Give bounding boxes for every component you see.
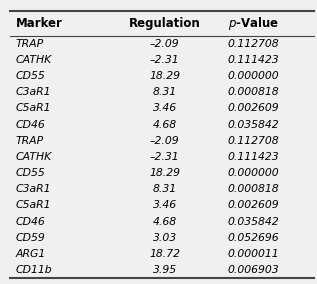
Text: TRAP: TRAP: [16, 136, 44, 146]
Text: 18.29: 18.29: [149, 71, 180, 81]
Text: –2.31: –2.31: [150, 55, 180, 65]
Text: TRAP: TRAP: [16, 39, 44, 49]
Text: 0.002609: 0.002609: [228, 103, 279, 113]
Text: 0.000818: 0.000818: [228, 87, 279, 97]
Text: CD46: CD46: [16, 120, 46, 130]
Text: 0.112708: 0.112708: [228, 136, 279, 146]
Text: 4.68: 4.68: [153, 217, 177, 227]
Text: 0.111423: 0.111423: [228, 152, 279, 162]
Text: 8.31: 8.31: [153, 87, 177, 97]
Text: 0.111423: 0.111423: [228, 55, 279, 65]
Text: CD59: CD59: [16, 233, 46, 243]
Text: –2.09: –2.09: [150, 39, 180, 49]
Text: 0.112708: 0.112708: [228, 39, 279, 49]
Text: CD55: CD55: [16, 71, 46, 81]
Text: 8.31: 8.31: [153, 184, 177, 194]
Text: C5aR1: C5aR1: [16, 103, 51, 113]
Text: ARG1: ARG1: [16, 249, 46, 259]
Text: Regulation: Regulation: [129, 17, 201, 30]
Text: 0.000000: 0.000000: [228, 71, 279, 81]
Text: CD55: CD55: [16, 168, 46, 178]
Text: 0.000000: 0.000000: [228, 168, 279, 178]
Text: 0.006903: 0.006903: [228, 265, 279, 275]
Text: 3.95: 3.95: [153, 265, 177, 275]
Text: 18.72: 18.72: [149, 249, 180, 259]
Text: CD46: CD46: [16, 217, 46, 227]
Text: –2.31: –2.31: [150, 152, 180, 162]
Text: 3.03: 3.03: [153, 233, 177, 243]
Text: CATHK: CATHK: [16, 55, 52, 65]
Text: 4.68: 4.68: [153, 120, 177, 130]
Text: C3aR1: C3aR1: [16, 87, 51, 97]
Text: 0.000011: 0.000011: [228, 249, 279, 259]
Text: 0.000818: 0.000818: [228, 184, 279, 194]
Text: 3.46: 3.46: [153, 103, 177, 113]
Text: CATHK: CATHK: [16, 152, 52, 162]
Text: 0.052696: 0.052696: [228, 233, 279, 243]
Text: –2.09: –2.09: [150, 136, 180, 146]
Text: C5aR1: C5aR1: [16, 201, 51, 210]
Text: 0.002609: 0.002609: [228, 201, 279, 210]
Text: $\it{p}$-Value: $\it{p}$-Value: [228, 15, 279, 32]
Text: 18.29: 18.29: [149, 168, 180, 178]
Text: 0.035842: 0.035842: [228, 120, 279, 130]
Text: 3.46: 3.46: [153, 201, 177, 210]
Text: CD11b: CD11b: [16, 265, 53, 275]
Text: Marker: Marker: [16, 17, 63, 30]
Text: C3aR1: C3aR1: [16, 184, 51, 194]
Text: 0.035842: 0.035842: [228, 217, 279, 227]
